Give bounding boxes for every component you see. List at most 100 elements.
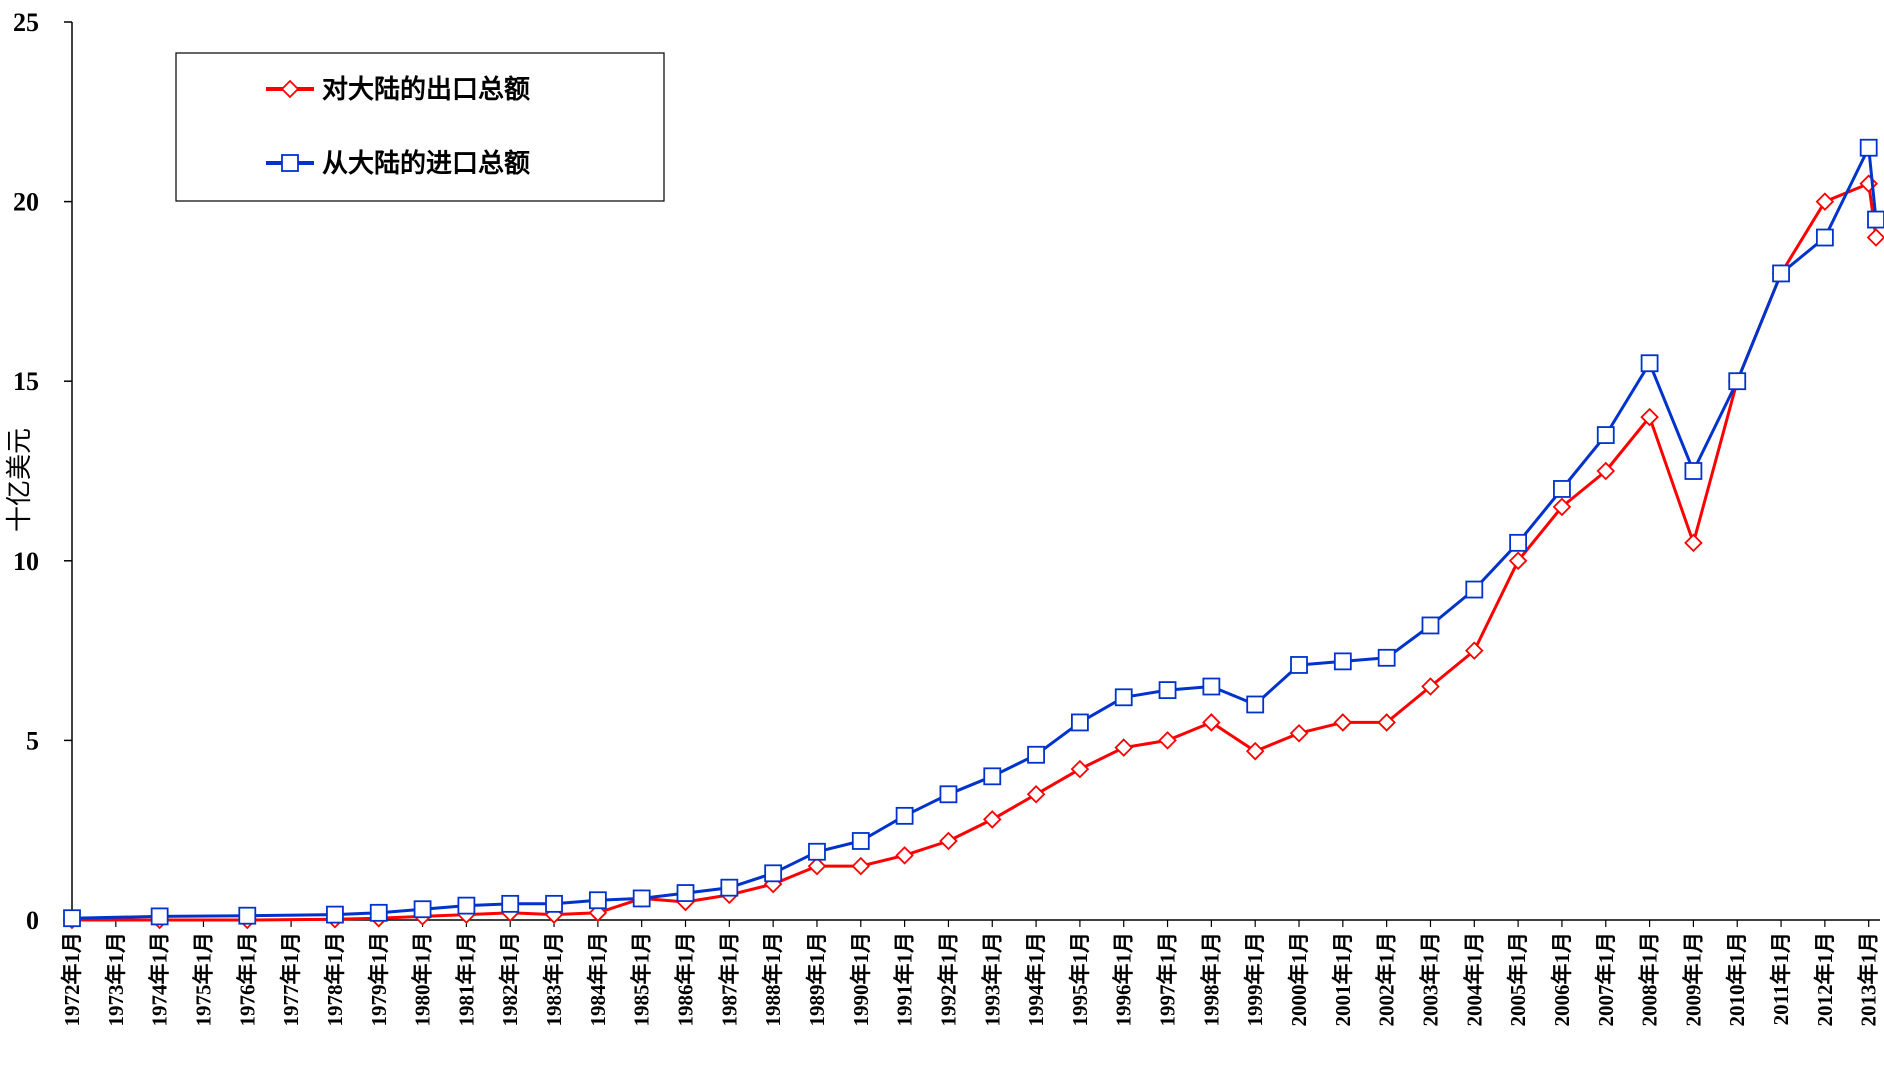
data-point [1684, 533, 1703, 553]
x-tick-label: 1996年1月 [1112, 932, 1136, 1027]
data-point [676, 884, 695, 902]
data-point [1070, 759, 1090, 779]
data-point [150, 907, 169, 926]
data-point [326, 905, 344, 924]
data-point [895, 846, 914, 865]
legend-swatch-marker-2 [281, 154, 299, 172]
legend-swatch-marker-1 [280, 79, 300, 99]
data-point [983, 767, 1002, 786]
data-point [1640, 354, 1659, 373]
data-point [413, 900, 432, 919]
x-tick-label: 2005年1月 [1506, 932, 1530, 1027]
x-tick-label: 2001年1月 [1331, 932, 1355, 1027]
data-point [1071, 713, 1089, 732]
data-point [545, 894, 563, 913]
data-point [1866, 228, 1884, 247]
series-layer [62, 138, 1884, 930]
x-tick-label: 2000年1月 [1287, 932, 1311, 1027]
data-point [1772, 264, 1790, 283]
data-point [1421, 677, 1440, 696]
data-point [632, 889, 651, 908]
x-tick-label: 1986年1月 [674, 932, 698, 1027]
data-point [720, 878, 739, 897]
data-point [1333, 713, 1353, 732]
legend-label-1: 对大陆的出口总额 [322, 74, 530, 105]
data-point [1859, 138, 1878, 157]
data-point [1867, 210, 1884, 229]
data-point [501, 894, 520, 913]
data-point [1027, 745, 1045, 764]
data-point [939, 785, 958, 804]
series-line-1 [72, 182, 1878, 922]
data-point [807, 856, 827, 876]
x-tick-label: 2011年1月 [1769, 932, 1793, 1025]
y-tick-label: 15 [13, 367, 39, 396]
x-tick-label: 2010年1月 [1725, 932, 1749, 1027]
data-point [1553, 480, 1571, 498]
x-tick-label: 1984年1月 [586, 932, 610, 1027]
data-point [1421, 616, 1440, 635]
x-ticks: 1972年1月 1973年1月 1974年1月 1975年1月 1976年1月 1977年… [60, 920, 1881, 1027]
data-point [1508, 551, 1528, 571]
y-tick-label: 5 [26, 726, 39, 755]
data-point [1552, 497, 1572, 517]
data-point [1815, 192, 1835, 211]
x-tick-label: 1995年1月 [1068, 932, 1092, 1027]
data-point [851, 856, 871, 876]
x-tick-label: 2013年1月 [1857, 932, 1881, 1027]
x-tick-label: 1993年1月 [980, 932, 1004, 1027]
x-tick-label: 1973年1月 [104, 932, 128, 1027]
x-tick-label: 1983年1月 [542, 932, 566, 1027]
x-tick-label: 1994年1月 [1024, 932, 1048, 1027]
data-point [808, 842, 826, 861]
x-tick-label: 2007年1月 [1594, 932, 1618, 1027]
data-point [1289, 723, 1309, 743]
data-point [1465, 580, 1484, 599]
x-tick-label: 1978年1月 [323, 932, 347, 1027]
data-point [1202, 677, 1221, 696]
x-tick-label: 2004年1月 [1462, 932, 1486, 1027]
x-tick-label: 2006年1月 [1550, 932, 1574, 1027]
data-point [1245, 741, 1265, 761]
data-point [457, 896, 476, 915]
x-tick-label: 1999年1月 [1243, 932, 1267, 1027]
data-point [1596, 461, 1616, 481]
x-tick-label: 1975年1月 [191, 932, 215, 1027]
x-tick-label: 1987年1月 [717, 932, 741, 1027]
data-point [1290, 656, 1308, 674]
data-point [1158, 731, 1177, 750]
data-point [1596, 426, 1615, 444]
x-tick-label: 1977年1月 [279, 932, 303, 1027]
x-tick-label: 1985年1月 [630, 932, 654, 1027]
x-tick-label: 1998年1月 [1199, 932, 1223, 1027]
y-ticks: 0 5 10 15 20 25 [13, 8, 72, 935]
x-tick-label: 1981年1月 [454, 932, 478, 1027]
data-point [63, 909, 81, 928]
legend: 对大陆的出口总额 从大陆的进口总额 [175, 52, 665, 202]
data-point [982, 810, 1002, 829]
data-point [1815, 228, 1834, 247]
x-tick-label: 1992年1月 [936, 932, 960, 1027]
x-tick-label: 2009年1月 [1681, 932, 1705, 1027]
data-point [1377, 648, 1396, 667]
x-tick-label: 1997年1月 [1156, 932, 1180, 1027]
x-tick-label: 1980年1月 [411, 932, 435, 1027]
series-2 [63, 138, 1884, 928]
x-tick-label: 1972年1月 [60, 932, 84, 1027]
data-point [1114, 688, 1133, 707]
x-tick-label: 2012年1月 [1813, 932, 1837, 1027]
data-point [764, 864, 783, 883]
series-line-2 [71, 146, 1878, 920]
x-tick-label: 1979年1月 [367, 932, 391, 1027]
data-point [1728, 372, 1747, 391]
data-point [851, 832, 870, 850]
x-tick-label: 2003年1月 [1418, 932, 1442, 1027]
x-tick-label: 1990年1月 [849, 932, 873, 1027]
legend-box [175, 52, 665, 202]
data-point [895, 806, 914, 825]
x-tick-label: 2002年1月 [1375, 932, 1399, 1027]
x-tick-label: 1974年1月 [148, 932, 172, 1027]
data-point [369, 903, 388, 922]
legend-label-2: 从大陆的进口总额 [322, 148, 530, 179]
